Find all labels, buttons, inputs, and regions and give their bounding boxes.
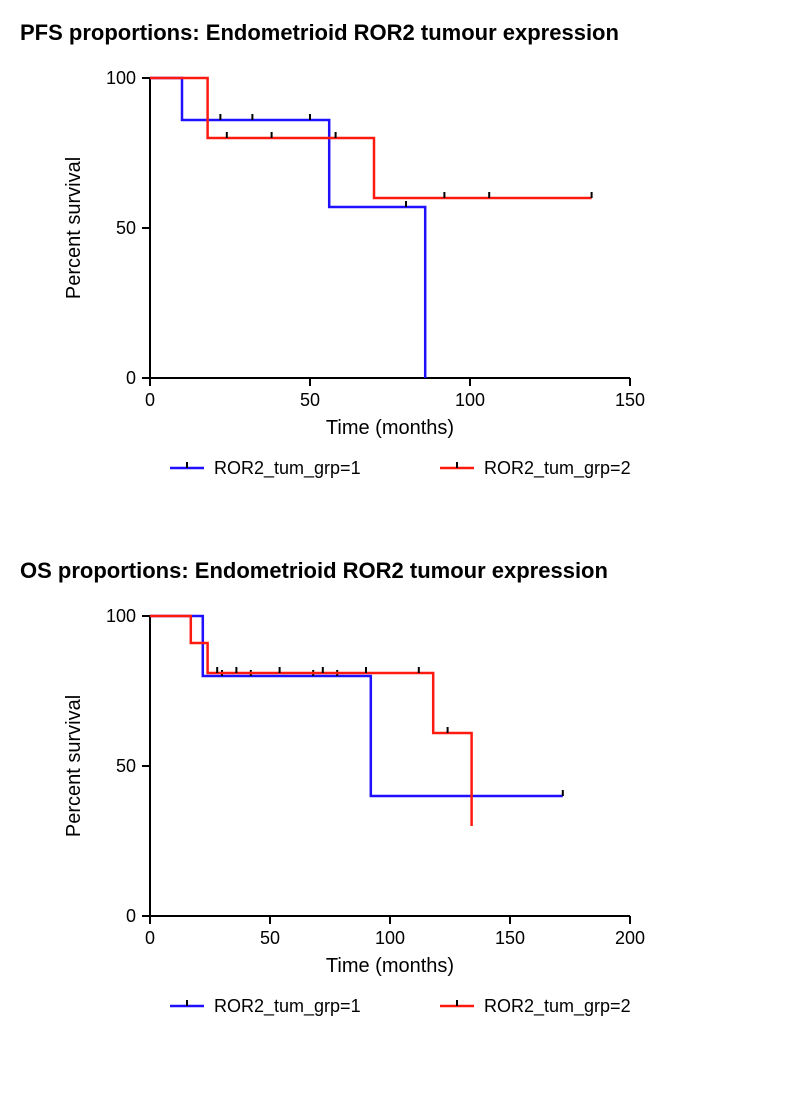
svg-text:150: 150 — [615, 390, 645, 410]
panel-pfs: PFS proportions: Endometrioid ROR2 tumou… — [20, 20, 772, 518]
svg-text:ROR2_tum_grp=2: ROR2_tum_grp=2 — [484, 996, 631, 1017]
svg-text:Time (months): Time (months) — [326, 417, 454, 439]
svg-text:100: 100 — [106, 68, 136, 88]
svg-text:200: 200 — [615, 928, 645, 948]
svg-text:100: 100 — [106, 606, 136, 626]
svg-text:0: 0 — [126, 368, 136, 388]
svg-text:100: 100 — [455, 390, 485, 410]
km-chart-os: 0 50 100 0 50 100 150 200 Time (months) Percent s… — [20, 596, 720, 1056]
svg-text:50: 50 — [116, 756, 136, 776]
svg-text:150: 150 — [495, 928, 525, 948]
svg-text:Time (months): Time (months) — [326, 955, 454, 977]
figure-container: PFS proportions: Endometrioid ROR2 tumou… — [20, 20, 772, 1056]
svg-text:Percent survival: Percent survival — [63, 695, 85, 837]
svg-text:50: 50 — [300, 390, 320, 410]
chart-title-pfs: PFS proportions: Endometrioid ROR2 tumou… — [20, 20, 772, 46]
svg-text:50: 50 — [116, 218, 136, 238]
panel-os: OS proportions: Endometrioid ROR2 tumour… — [20, 558, 772, 1056]
svg-text:ROR2_tum_grp=1: ROR2_tum_grp=1 — [214, 458, 361, 479]
svg-text:0: 0 — [126, 906, 136, 926]
svg-text:0: 0 — [145, 928, 155, 948]
svg-text:ROR2_tum_grp=2: ROR2_tum_grp=2 — [484, 458, 631, 479]
svg-text:100: 100 — [375, 928, 405, 948]
svg-text:ROR2_tum_grp=1: ROR2_tum_grp=1 — [214, 996, 361, 1017]
svg-text:0: 0 — [145, 390, 155, 410]
svg-text:50: 50 — [260, 928, 280, 948]
km-chart-pfs: 0 50 100 0 50 100 150 Time (months) Percent surv… — [20, 58, 720, 518]
svg-text:Percent survival: Percent survival — [63, 157, 85, 299]
chart-title-os: OS proportions: Endometrioid ROR2 tumour… — [20, 558, 772, 584]
